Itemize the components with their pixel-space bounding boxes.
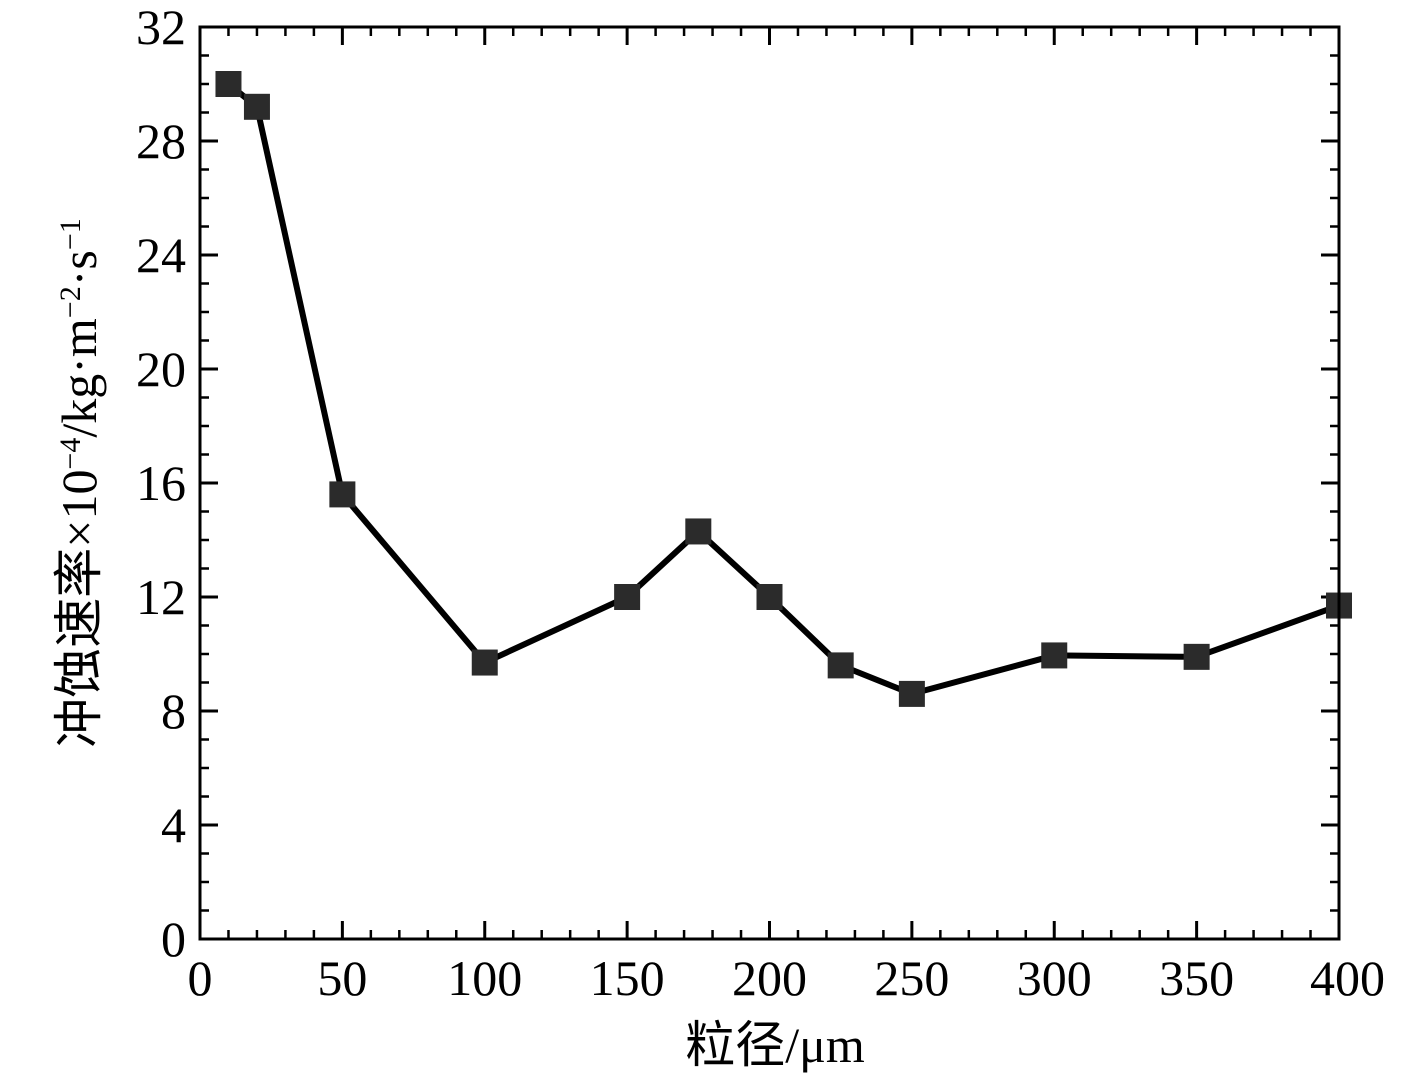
- data-point-marker: [685, 518, 712, 545]
- x-tick-label: 250: [874, 950, 949, 1006]
- data-point-marker: [215, 71, 242, 97]
- x-tick-labels: 0 50 100 150 200 250 300 350 400: [188, 950, 1386, 1006]
- y-tick-label: 32: [136, 0, 186, 55]
- y-axis-label-exp2: −2: [54, 286, 87, 318]
- y-axis-label-mid2: ·s: [51, 250, 107, 286]
- x-tick-label: 150: [590, 950, 665, 1006]
- y-axis-label: 冲蚀速率×10−4/kg·m−2·s−1: [51, 218, 107, 748]
- x-tick-label: 300: [1017, 950, 1092, 1006]
- x-tick-label: 0: [188, 950, 213, 1006]
- data-point-marker: [329, 481, 356, 508]
- series-line: [226, 81, 1341, 697]
- y-tick-label: 20: [136, 341, 186, 397]
- y-axis-label-exp1: −4: [54, 438, 87, 470]
- x-axis-label: 粒径/μm: [685, 1017, 865, 1073]
- x-tick-label: 350: [1159, 950, 1234, 1006]
- y-tick-label: 24: [136, 227, 186, 283]
- y-tick-label: 8: [161, 683, 186, 739]
- x-tick-label: 50: [317, 950, 367, 1006]
- data-point-marker: [614, 584, 641, 610]
- data-point-marker: [898, 680, 925, 707]
- y-tick-label: 16: [136, 455, 186, 511]
- y-tick-label: 12: [136, 569, 186, 625]
- data-point-marker: [471, 649, 498, 676]
- x-tick-label: 400: [1310, 950, 1385, 1006]
- data-point-marker: [756, 584, 783, 610]
- x-tick-label: 100: [447, 950, 522, 1006]
- data-point-marker: [1183, 643, 1210, 670]
- y-tick-label: 28: [136, 113, 186, 169]
- y-axis-label-mid: /kg·m: [51, 318, 107, 438]
- x-tick-label: 200: [732, 950, 807, 1006]
- data-point-marker: [827, 652, 854, 679]
- plot-frame: [198, 25, 1341, 941]
- minor-ticks: [200, 27, 1339, 939]
- y-tick-labels: 0 4 8 12 16 20 24 28 32: [136, 0, 186, 967]
- y-tick-label: 0: [161, 911, 186, 967]
- y-axis-label-exp3: −1: [54, 218, 87, 250]
- data-point-marker: [243, 93, 270, 120]
- data-point-marker: [1041, 642, 1068, 669]
- y-tick-label: 4: [161, 797, 186, 853]
- y-axis-label-main: 冲蚀速率×10: [51, 470, 107, 748]
- major-ticks: [198, 25, 1341, 941]
